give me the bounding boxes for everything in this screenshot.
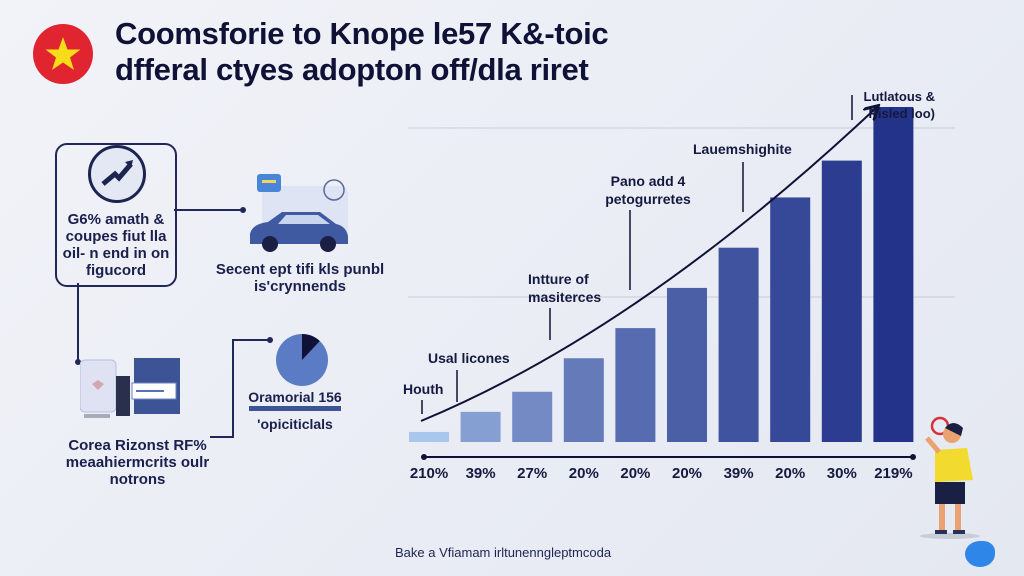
bar xyxy=(460,411,501,442)
bar xyxy=(512,391,553,442)
car-caption: Secent ept tifi kls punbl is'crynnends xyxy=(215,261,385,295)
bar xyxy=(718,247,759,442)
bar xyxy=(667,287,707,442)
trend-arrow xyxy=(420,107,877,422)
bar-label: 27% xyxy=(517,465,548,482)
growth-card: G6% amath & coupes fiut lla oil- n end i… xyxy=(55,143,177,287)
page-title: Coomsforie to Knope le57 K&-toic dfferal… xyxy=(115,16,609,88)
bar-label: 20% xyxy=(671,465,703,482)
vietnam-flag-icon xyxy=(33,24,93,84)
bar-label: 219% xyxy=(874,465,913,482)
pie-title: Oramorial 156 xyxy=(248,389,342,405)
bar xyxy=(770,197,811,442)
bar-label: 30% xyxy=(826,465,857,482)
bar-label: 39% xyxy=(723,465,754,482)
pie-chart-icon xyxy=(275,333,329,387)
annotation-label: Houth xyxy=(403,381,444,397)
bar xyxy=(615,328,656,442)
bar-label: 20% xyxy=(775,465,806,482)
bar-label: 210% xyxy=(409,465,449,482)
pie-caption: 'opiciticlals xyxy=(257,416,333,432)
annotation-label: Usal licones xyxy=(428,350,510,366)
growth-arrow-icon xyxy=(88,145,146,203)
card-text: G6% amath & coupes fiut lla oil- n end i… xyxy=(62,211,170,279)
annotation-label: Pano add 4 petogurretes xyxy=(605,173,691,207)
bar-label: 39% xyxy=(465,465,496,482)
bar xyxy=(409,431,449,442)
title-line-1: Coomsforie to Knope le57 K&-toic xyxy=(115,16,609,51)
annotation-label: Intture of masiterces xyxy=(528,271,602,305)
brand-logo-icon xyxy=(965,541,995,567)
devices-caption: Corea Rizonst RF% meaahiermcrits oulr no… xyxy=(65,437,210,488)
annotation-label: Lauemshighite xyxy=(693,141,792,157)
bar xyxy=(873,107,914,442)
annotation-ticks xyxy=(421,95,853,414)
bar xyxy=(563,358,604,442)
annotation-label: Lutlatous & Risled loo) xyxy=(863,89,936,121)
person-illustration-icon xyxy=(905,400,980,540)
bar-label: 20% xyxy=(620,465,651,482)
car-illustration-icon xyxy=(248,172,358,257)
pie-title-underline xyxy=(249,406,341,411)
pie-slice xyxy=(302,334,320,360)
bar-label: 20% xyxy=(568,465,599,482)
bar xyxy=(821,160,862,442)
devices-illustration-icon xyxy=(80,358,182,438)
title-line-2: dfferal ctyes adopton off/dla riret xyxy=(115,52,589,87)
footer-caption: Bake a Vfiamam irltunenngleptmcoda xyxy=(395,545,612,560)
